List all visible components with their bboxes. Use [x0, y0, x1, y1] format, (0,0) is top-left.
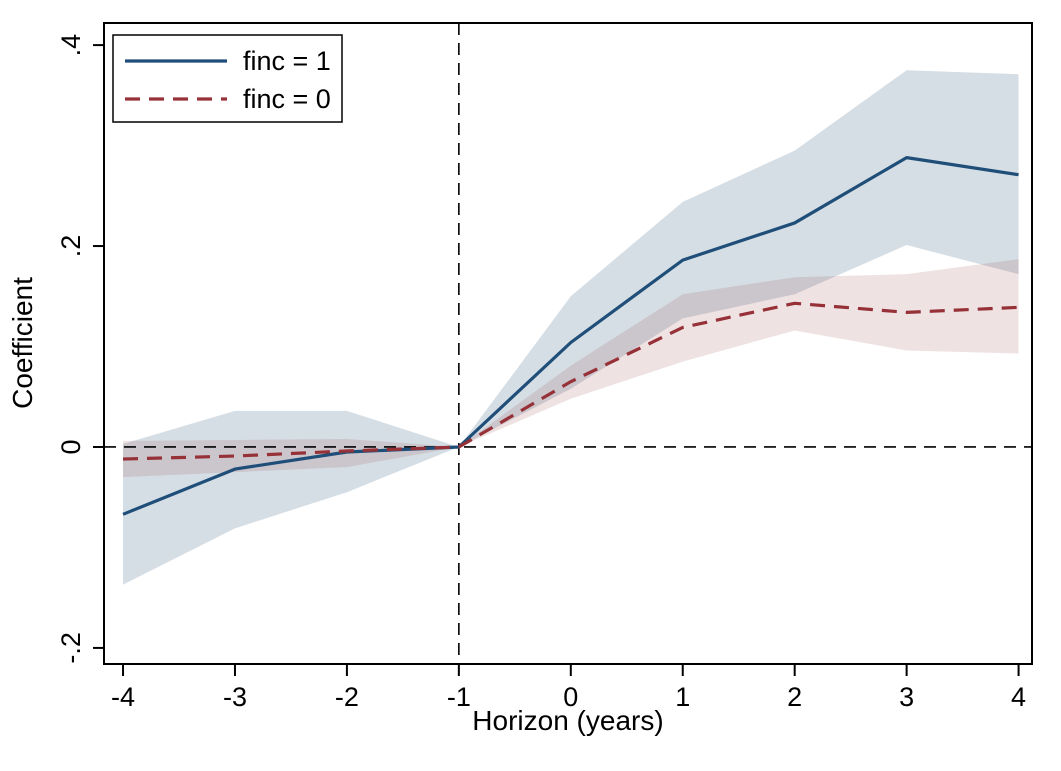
x-tick-label: 4 — [1011, 682, 1026, 712]
axis-ticks: .4 .2 0 -.2 -4 -3 -2 -1 0 1 2 3 4 — [56, 34, 1026, 712]
series-line-finc1 — [122, 156, 1019, 516]
legend-entry-finc-0: finc = 0 — [125, 84, 331, 114]
x-tick-label: -1 — [447, 682, 471, 712]
legend-box — [112, 34, 343, 123]
y-tick-label: 0 — [56, 439, 86, 454]
series-lines — [122, 156, 1019, 516]
legend: finc = 1 finc = 0 — [112, 34, 343, 123]
legend-entry-finc-1: finc = 1 — [125, 46, 331, 76]
y-tick-label: -.2 — [56, 632, 86, 664]
reference-lines — [104, 23, 1032, 664]
y-tick-label: .2 — [56, 235, 86, 258]
x-tick-label: -4 — [111, 682, 135, 712]
confidence-bands — [123, 70, 1019, 585]
x-tick-label: 1 — [675, 682, 690, 712]
x-axis-title: Horizon (years) — [472, 705, 663, 736]
x-tick-label: -3 — [223, 682, 247, 712]
x-tick-label: 2 — [787, 682, 802, 712]
y-axis-title: Coefficient — [7, 277, 38, 409]
x-tick-label: -2 — [335, 682, 359, 712]
ci-band-finc1 — [123, 70, 1019, 585]
x-tick-label: 0 — [563, 682, 578, 712]
ci-band-finc0 — [123, 259, 1019, 478]
plot-frame — [103, 22, 1033, 665]
legend-label-finc-0: finc = 0 — [243, 84, 331, 114]
series-line-finc0 — [122, 301, 1019, 461]
legend-label-finc-1: finc = 1 — [243, 46, 331, 76]
axis-titles: Horizon (years) Coefficient — [7, 277, 664, 736]
y-tick-label: .4 — [56, 34, 86, 57]
x-tick-label: 3 — [899, 682, 914, 712]
